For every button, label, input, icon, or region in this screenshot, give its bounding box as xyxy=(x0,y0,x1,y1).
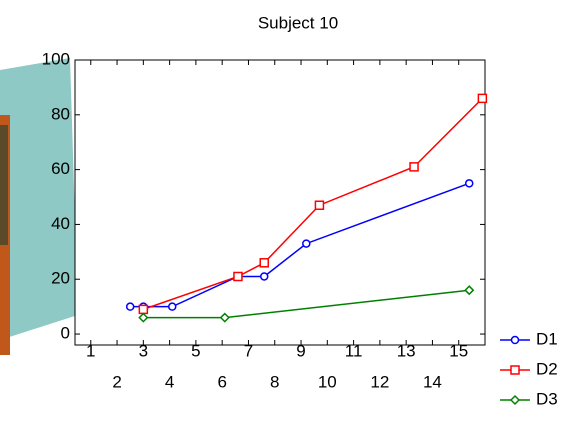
x-tick-label: 3 xyxy=(139,341,148,360)
series-line xyxy=(143,97,483,311)
point xyxy=(167,302,177,311)
point xyxy=(259,272,269,281)
y-tick-label: 40 xyxy=(51,214,70,233)
point xyxy=(125,302,135,311)
point xyxy=(259,258,269,268)
x-tick-label: 8 xyxy=(270,372,279,391)
x-tick-label: 1 xyxy=(86,341,95,360)
y-tick-label: 80 xyxy=(51,104,70,123)
point xyxy=(464,285,475,296)
legend-marker xyxy=(510,335,520,345)
y-tick-label: 20 xyxy=(51,269,70,288)
y-tick-label: 60 xyxy=(51,159,70,178)
x-tick-label: 2 xyxy=(112,372,121,391)
x-tick-label: 14 xyxy=(423,372,442,391)
point xyxy=(138,304,149,315)
x-tick-label: 12 xyxy=(370,372,389,391)
legend-label: D3 xyxy=(536,389,558,408)
x-tick-label: 7 xyxy=(244,341,253,360)
point xyxy=(314,200,325,210)
point xyxy=(464,179,474,188)
callout-background xyxy=(0,58,78,340)
x-tick-label: 10 xyxy=(318,372,337,391)
x-tick-label: 6 xyxy=(217,372,226,391)
point xyxy=(409,162,419,172)
point xyxy=(302,239,311,248)
point xyxy=(477,93,488,104)
x-tick-label: 13 xyxy=(397,341,416,360)
x-tick-label: 15 xyxy=(449,341,468,360)
x-tick-label: 11 xyxy=(345,341,363,360)
point xyxy=(233,271,243,282)
image-fragment-dark xyxy=(0,125,8,245)
x-tick-label: 5 xyxy=(191,341,200,360)
legend-label: D2 xyxy=(536,359,558,378)
point xyxy=(219,312,230,323)
y-tick-label: 0 xyxy=(61,324,70,343)
chart-title: Subject 10 xyxy=(258,13,338,32)
legend-label: D1 xyxy=(536,329,558,348)
x-tick-label: 4 xyxy=(165,372,174,391)
y-tick-label: 100 xyxy=(42,49,70,68)
x-tick-label: 9 xyxy=(296,341,305,360)
point xyxy=(138,312,149,323)
plot-area xyxy=(74,59,486,346)
legend-marker xyxy=(509,394,521,406)
legend-marker xyxy=(510,365,520,375)
